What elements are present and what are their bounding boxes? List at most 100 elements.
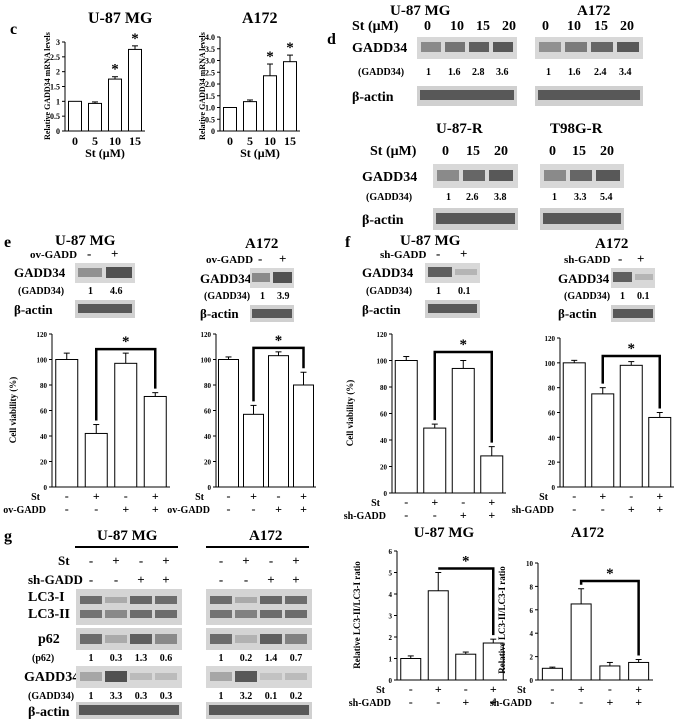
bar	[570, 603, 592, 681]
x-axis-label: St (μM)	[85, 146, 125, 160]
d-a172-quant: 1	[546, 67, 551, 78]
bar	[68, 100, 82, 132]
g-blot-header: U-87 MG A172 St sh-GADD	[28, 528, 309, 587]
bar	[427, 590, 449, 681]
e-gadd-quant-label: (GADD34)	[204, 291, 250, 302]
y-tick-label: 20	[40, 459, 48, 467]
y-tick-label: 3.5	[205, 45, 215, 54]
g-st-label: St	[58, 553, 70, 568]
bar	[293, 384, 314, 488]
gadd-sign: -	[550, 695, 554, 709]
st-sign: -	[404, 495, 408, 509]
g-lc3ii-band	[285, 610, 307, 618]
g-lc3ii-band	[155, 610, 177, 618]
gadd-sign: +	[122, 502, 129, 516]
y-tick-label: 60	[548, 410, 556, 418]
f-a172-sign: -	[618, 251, 622, 266]
g-st-sign: +	[162, 553, 169, 568]
g-p62-band	[105, 635, 127, 643]
f-a172-blot: A172 sh-GADD - + GADD34 (GADD34) 1 0.1 β…	[558, 236, 655, 322]
e-a172-title: A172	[245, 236, 278, 252]
d-a172-dose: 20	[620, 19, 634, 34]
bar	[394, 360, 418, 494]
chart-g_u87: 0 1 2 3 4 5 6 Relative LC3-II/LC3-I ratio * U-87 …	[349, 525, 507, 709]
d-t98gr-gadd-band	[596, 170, 620, 181]
bar	[55, 359, 79, 488]
d-gadd34-label: GADD34	[362, 170, 417, 185]
row-label-st: St	[195, 492, 205, 503]
f-bactin-label: β-actin	[362, 302, 401, 317]
d-u87-quant: 1.6	[448, 67, 461, 78]
st-sign: +	[250, 489, 257, 503]
g-lc3ii-band	[210, 610, 232, 618]
g-sh-sign: -	[114, 572, 118, 587]
x-tick-label: 15	[284, 134, 296, 148]
chart-f_u87: 0 20 40 60 80 100 120 Cell viability (%) * St sh-G…	[344, 331, 506, 522]
e-a172-gadd-band	[252, 273, 270, 282]
gadd-sign: +	[275, 502, 282, 516]
chart-e_u87: 0 20 40 60 80 100 120 Cell viability (%) * St ov-G…	[3, 331, 170, 516]
x-tick-label: 0	[227, 134, 233, 148]
st-sign: -	[409, 682, 413, 696]
g-p62-quant: 0.6	[160, 653, 173, 664]
e-a172-gadd-band	[273, 272, 292, 283]
e-u87-quant: 1	[88, 286, 93, 297]
gadd-sign: +	[300, 502, 307, 516]
g-p62-band	[285, 634, 307, 644]
y-axis-label: Relative LC3-II/LC3-I ratio	[352, 561, 362, 669]
g-u87-gadd-membrane	[76, 666, 182, 688]
bar	[648, 416, 672, 488]
significance-bracket	[433, 350, 493, 443]
gadd-sign: +	[488, 508, 495, 522]
g-st-sign: +	[112, 553, 119, 568]
gadd-sign: -	[436, 695, 440, 709]
gadd-sign: +	[635, 695, 642, 709]
f-u87-quant: 0.1	[458, 286, 471, 297]
f-sh-label: sh-GADD	[380, 249, 427, 261]
f-a172-actin-band	[613, 309, 653, 318]
st-sign: +	[300, 489, 307, 503]
bar	[423, 427, 447, 494]
g-p62-quant: 0.7	[290, 653, 303, 664]
g-gadd-quant: 0.3	[135, 691, 148, 702]
st-sign: -	[461, 495, 465, 509]
y-tick-label: 3	[389, 613, 393, 621]
d-a172-gadd-band	[539, 42, 561, 52]
e-u87-title: U-87 MG	[55, 233, 116, 249]
e-bactin-label: β-actin	[14, 302, 53, 317]
st-sign: +	[435, 682, 442, 696]
d-u87r-gadd-band	[489, 170, 513, 181]
significance-star: *	[462, 554, 470, 570]
bar	[268, 355, 289, 488]
d-u87-blot: U-87 MG St (μM) 0 10 15 20 GADD34 (GADD3…	[352, 3, 517, 106]
e-a172-sign: -	[258, 251, 262, 266]
gadd-sign: -	[601, 502, 605, 516]
d-u87-quant: 3.6	[496, 67, 509, 78]
g-p62-quant: 0.3	[110, 653, 123, 664]
row-label-st: St	[376, 685, 386, 696]
g-u87-p62-membrane	[76, 628, 182, 650]
g-gadd34-label: GADD34	[24, 670, 79, 685]
g-lc3i-label: LC3-I	[28, 590, 65, 605]
y-tick-label: 6	[530, 607, 534, 615]
significance-star: *	[122, 334, 130, 350]
c-u87-title: U-87 MG	[88, 10, 153, 27]
y-tick-label: 120	[201, 331, 212, 339]
d-u87-gadd-band	[445, 42, 465, 52]
y-tick-label: 1.5	[50, 83, 60, 92]
e-u87-gadd-band	[106, 267, 132, 278]
c-a172-title: A172	[242, 10, 278, 27]
f-u87-quant: 1	[436, 286, 441, 297]
d-u87r-quant: 1	[446, 192, 451, 203]
f-sh-label: sh-GADD	[564, 254, 611, 266]
g-p62-band	[80, 634, 102, 644]
g-a172-actin-band	[209, 705, 309, 715]
st-sign: +	[635, 682, 642, 696]
bar	[599, 665, 621, 681]
d-u87-dose: 0	[424, 19, 431, 34]
bar	[243, 413, 264, 488]
d-u87r-dose: 15	[466, 144, 480, 159]
gadd-sign: +	[628, 502, 635, 516]
